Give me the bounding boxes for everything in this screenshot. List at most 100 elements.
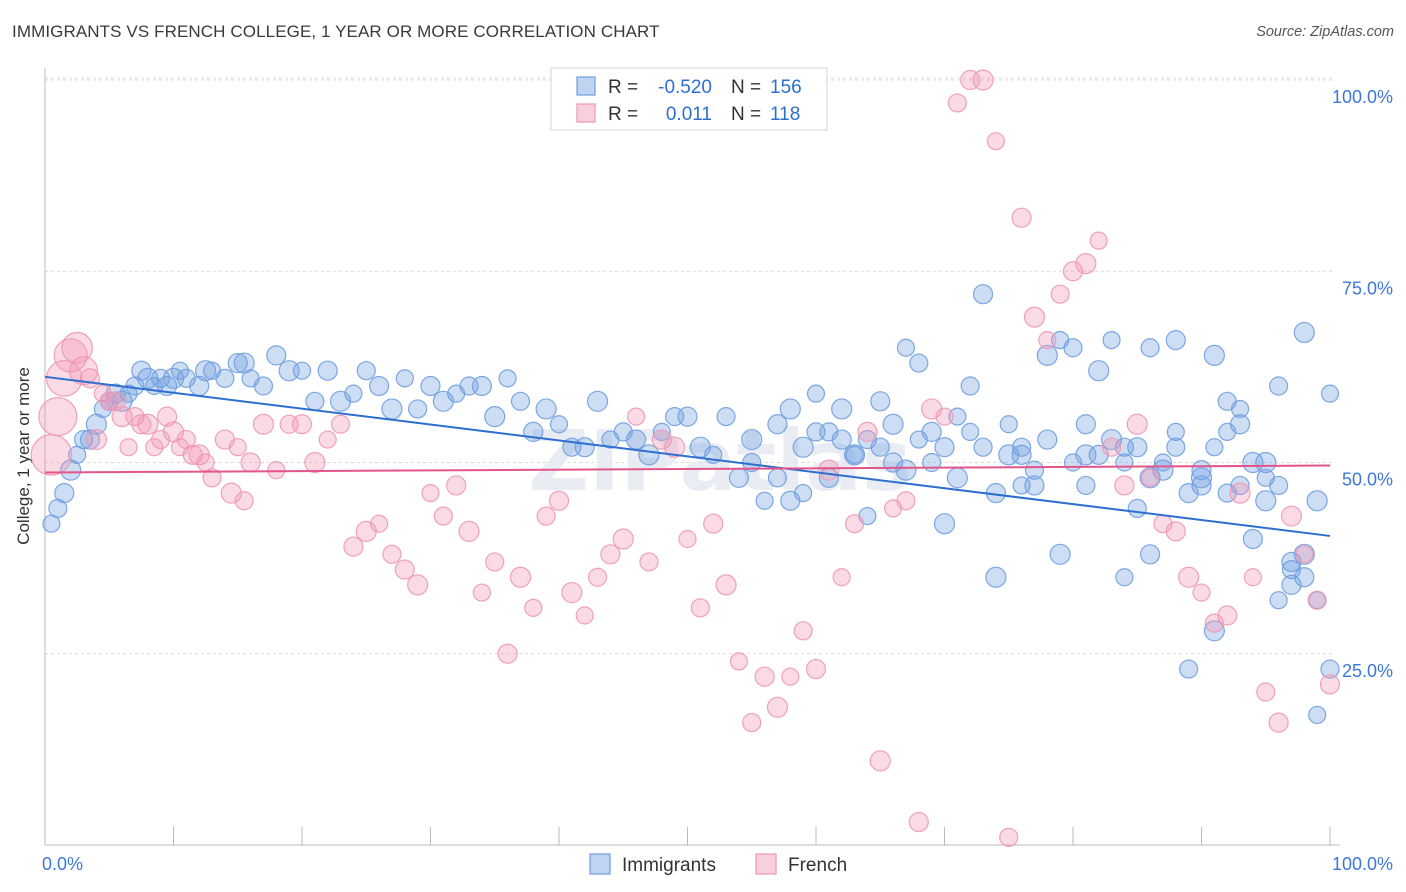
french-point xyxy=(729,652,749,671)
immigrants-point xyxy=(215,368,235,388)
immigrants-point xyxy=(1140,338,1160,358)
french-point xyxy=(664,436,686,458)
french-point xyxy=(793,621,813,641)
french-point xyxy=(1243,568,1263,587)
french-point xyxy=(446,475,467,496)
x-tick-label: 100.0% xyxy=(1332,854,1393,874)
french-point xyxy=(818,459,840,481)
immigrants-point xyxy=(574,437,595,458)
french-point xyxy=(85,428,108,451)
legend-n-label: N = xyxy=(731,77,761,98)
immigrants-point xyxy=(1024,475,1045,496)
immigrants-point xyxy=(933,513,956,535)
immigrants-point xyxy=(369,375,390,397)
french-point xyxy=(690,598,710,618)
immigrants-point xyxy=(1139,467,1161,489)
immigrants-point xyxy=(1115,568,1134,587)
immigrants-point xyxy=(1306,490,1328,512)
immigrants-point xyxy=(806,422,826,442)
immigrants-point xyxy=(1255,451,1277,474)
immigrants-point xyxy=(176,368,196,388)
french-point xyxy=(857,421,878,442)
immigrants-point xyxy=(253,376,274,396)
immigrants-point xyxy=(1076,475,1096,496)
french-point xyxy=(600,544,621,565)
immigrants-point xyxy=(921,421,942,442)
immigrants-point xyxy=(1063,338,1083,358)
immigrants-point xyxy=(960,376,980,396)
french-point xyxy=(1307,590,1327,610)
french-point xyxy=(960,69,981,91)
french-point xyxy=(1192,583,1211,602)
immigrants-point xyxy=(1075,444,1097,466)
legend-box: R = -0.520 N = 156 R = 0.011 N = 118 xyxy=(550,67,828,131)
x-tick-label: 0.0% xyxy=(42,854,83,874)
immigrants-point xyxy=(1127,437,1148,458)
legend-swatch xyxy=(755,853,777,875)
immigrants-point xyxy=(973,437,993,457)
french-point xyxy=(267,461,286,480)
immigrants-point xyxy=(1178,483,1199,504)
immigrants-point xyxy=(420,375,441,397)
french-point xyxy=(1075,253,1097,275)
immigrants-point xyxy=(1024,460,1045,480)
french-point xyxy=(131,414,152,435)
french-point xyxy=(715,574,737,596)
immigrants-point xyxy=(794,484,813,503)
french-point xyxy=(1280,505,1303,527)
immigrants-point xyxy=(806,384,826,403)
french-point xyxy=(509,566,532,588)
french-point xyxy=(421,484,440,503)
french-point xyxy=(1268,712,1289,733)
french-point xyxy=(119,438,138,457)
immigrants-point xyxy=(831,429,852,450)
french-point xyxy=(805,658,827,680)
french-point xyxy=(370,514,389,533)
french-point xyxy=(1229,482,1251,504)
french-point xyxy=(703,513,724,534)
french-point xyxy=(137,413,159,435)
legend-r-value: -0.520 xyxy=(658,77,712,98)
immigrants-point xyxy=(1100,428,1123,451)
french-point xyxy=(561,581,583,604)
immigrants-point xyxy=(344,384,363,403)
immigrants-point xyxy=(1293,543,1315,565)
french-point xyxy=(1295,545,1314,564)
french-point xyxy=(1114,475,1135,496)
legend-swatch xyxy=(576,103,596,123)
immigrants-point xyxy=(922,452,942,473)
french-point xyxy=(1023,306,1046,328)
immigrants-point xyxy=(909,353,929,373)
immigrants-point xyxy=(305,391,325,411)
immigrants-point xyxy=(381,398,403,420)
immigrants-point xyxy=(999,415,1018,434)
french-trendline xyxy=(44,464,1331,474)
immigrants-point xyxy=(625,429,647,450)
immigrants-point xyxy=(1203,620,1225,642)
french-point xyxy=(458,520,480,542)
french-point xyxy=(754,666,775,687)
bottom-legend: Immigrants French xyxy=(589,853,847,876)
french-point xyxy=(548,490,570,511)
immigrants-point xyxy=(1255,490,1277,512)
immigrants-point xyxy=(1242,528,1264,550)
immigrants-point xyxy=(54,483,75,504)
french-point xyxy=(1126,413,1148,435)
french-point xyxy=(394,559,415,580)
french-point xyxy=(1050,284,1070,304)
french-point xyxy=(330,414,351,434)
french-point xyxy=(1140,468,1160,487)
french-point xyxy=(38,397,78,437)
immigrants-point xyxy=(535,398,557,420)
immigrants-point xyxy=(1320,384,1340,403)
immigrants-point xyxy=(1011,437,1032,457)
french-point xyxy=(986,132,1006,151)
immigrants-point xyxy=(1229,414,1251,435)
immigrants-point xyxy=(716,407,736,427)
immigrants-point xyxy=(1115,453,1134,472)
french-point xyxy=(575,606,594,625)
immigrants-point xyxy=(792,436,814,458)
immigrants-point xyxy=(1268,475,1289,496)
immigrants-point xyxy=(471,375,492,397)
